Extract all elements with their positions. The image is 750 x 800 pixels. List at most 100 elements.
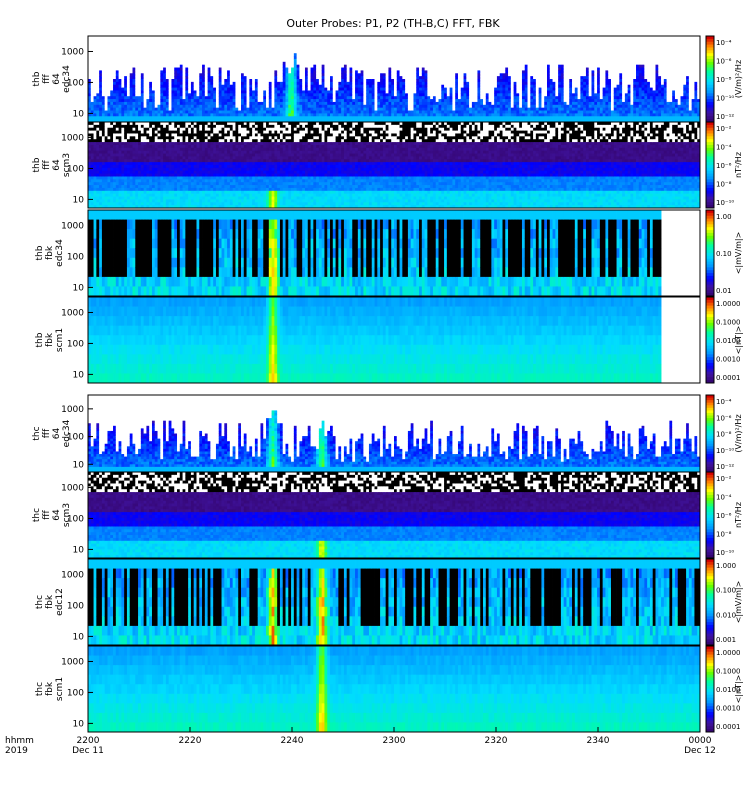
heatmap-cell [411,102,414,105]
heatmap-cell [383,68,386,71]
heatmap-cell [119,47,122,50]
heatmap-cell [91,65,94,68]
heatmap-cell [177,70,180,73]
heatmap-cell [486,70,489,73]
heatmap-cell [450,113,453,116]
heatmap-cell [255,82,258,85]
heatmap-cell [464,53,467,56]
heatmap-cell [216,50,219,53]
heatmap-cell [311,65,314,68]
heatmap-cell [205,59,208,62]
heatmap-cell [319,47,322,50]
heatmap-cell [533,113,536,116]
heatmap-cell [311,85,314,88]
heatmap-cell [338,62,341,65]
heatmap-cell [180,76,183,79]
heatmap-cell [130,116,133,119]
heatmap-cell [422,68,425,71]
heatmap-cell [266,59,269,62]
heatmap-cell [135,45,138,48]
heatmap-cell [450,65,453,68]
heatmap-cell [183,111,186,114]
heatmap-cell [121,70,124,73]
heatmap-cell [308,45,311,48]
heatmap-cell [522,39,525,42]
heatmap-cell [380,93,383,96]
heatmap-cell [411,108,414,111]
heatmap-cell [294,45,297,48]
heatmap-cell [544,76,547,79]
heatmap-cell [358,105,361,108]
heatmap-cell [188,50,191,53]
heatmap-cell [472,113,475,116]
heatmap-cell [219,65,222,68]
heatmap-cell [541,45,544,48]
heatmap-cell [107,93,110,96]
heatmap-cell [119,70,122,73]
heatmap-cell [283,93,286,96]
heatmap-cell [483,73,486,76]
heatmap-cell [422,56,425,59]
heatmap-cell [319,82,322,85]
heatmap-cell [430,70,433,73]
heatmap-cell [369,111,372,114]
heatmap-cell [316,62,319,65]
heatmap-cell [260,39,263,42]
heatmap-cell [141,116,144,119]
heatmap-cell [210,93,213,96]
heatmap-cell [99,108,102,111]
heatmap-cell [191,76,194,79]
heatmap-cell [91,47,94,50]
heatmap-cell [491,99,494,102]
heatmap-cell [505,79,508,82]
heatmap-cell [491,85,494,88]
heatmap-cell [489,88,492,91]
heatmap-cell [205,85,208,88]
heatmap-cell [408,65,411,68]
heatmap-cell [377,116,380,119]
heatmap-cell [536,53,539,56]
heatmap-cell [491,93,494,96]
heatmap-cell [185,111,188,114]
heatmap-cell [330,39,333,42]
heatmap-cell [375,96,378,99]
heatmap-cell [107,85,110,88]
heatmap-cell [216,47,219,50]
heatmap-cell [224,70,227,73]
heatmap-cell [541,111,544,114]
heatmap-cell [441,56,444,59]
heatmap-cell [196,53,199,56]
heatmap-cell [113,53,116,56]
heatmap-cell [274,93,277,96]
heatmap-cell [472,70,475,73]
heatmap-cell [205,102,208,105]
heatmap-cell [241,42,244,45]
heatmap-cell [486,90,489,93]
heatmap-cell [500,45,503,48]
heatmap-cell [500,70,503,73]
heatmap-cell [263,90,266,93]
heatmap-cell [313,56,316,59]
heatmap-cell [402,99,405,102]
heatmap-cell [375,68,378,71]
heatmap-cell [149,88,152,91]
heatmap-cell [105,90,108,93]
heatmap-cell [311,45,314,48]
heatmap-cell [230,45,233,48]
heatmap-cell [436,88,439,91]
heatmap-cell [213,93,216,96]
heatmap-cell [544,105,547,108]
heatmap-cell [127,50,130,53]
heatmap-cell [528,56,531,59]
heatmap-cell [447,108,450,111]
heatmap-cell [247,88,250,91]
heatmap-cell [441,79,444,82]
heatmap-cell [433,45,436,48]
heatmap-cell [391,82,394,85]
heatmap-cell [91,42,94,45]
heatmap-cell [260,53,263,56]
heatmap-cell [302,47,305,50]
heatmap-cell [174,116,177,119]
heatmap-cell [185,45,188,48]
heatmap-cell [461,62,464,65]
